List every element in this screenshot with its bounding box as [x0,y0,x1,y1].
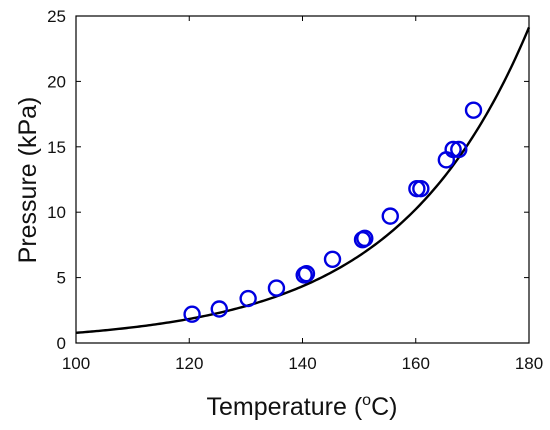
y-axis-title: Pressure (kPa) [14,97,42,264]
fit-curve [75,26,531,334]
y-tick-label: 20 [47,72,66,91]
data-point [444,140,462,159]
data-point [356,229,374,248]
data-point [323,250,342,268]
y-tick-label: 10 [47,203,66,222]
data-point [464,101,483,119]
x-axis-title-main: Temperature ( [207,393,363,421]
y-tick-label: 0 [57,334,66,353]
plot-background [76,16,529,343]
data-point [412,179,430,198]
x-axis-title-unit: C) [371,393,397,421]
y-tick-label: 25 [47,7,66,26]
x-tick-label: 160 [402,354,430,373]
data-point [267,279,286,297]
x-tick-label: 120 [175,354,203,373]
x-axis-title-superscript: o [362,392,371,409]
x-ticks: 100 120 140 160 180 [62,16,543,373]
x-tick-label: 100 [62,354,90,373]
y-tick-label: 5 [57,269,66,288]
x-tick-label: 180 [515,354,543,373]
y-ticks: 0 5 10 15 20 25 [47,7,529,353]
data-point [239,289,257,308]
data-point [297,264,316,283]
x-tick-label: 140 [288,354,316,373]
data-point [450,140,468,159]
data-points [183,101,483,323]
data-point [210,300,228,318]
data-point [183,305,201,323]
y-tick-label: 15 [47,138,66,157]
data-point [381,207,399,225]
x-axis-title: Temperature (oC) [207,392,398,421]
